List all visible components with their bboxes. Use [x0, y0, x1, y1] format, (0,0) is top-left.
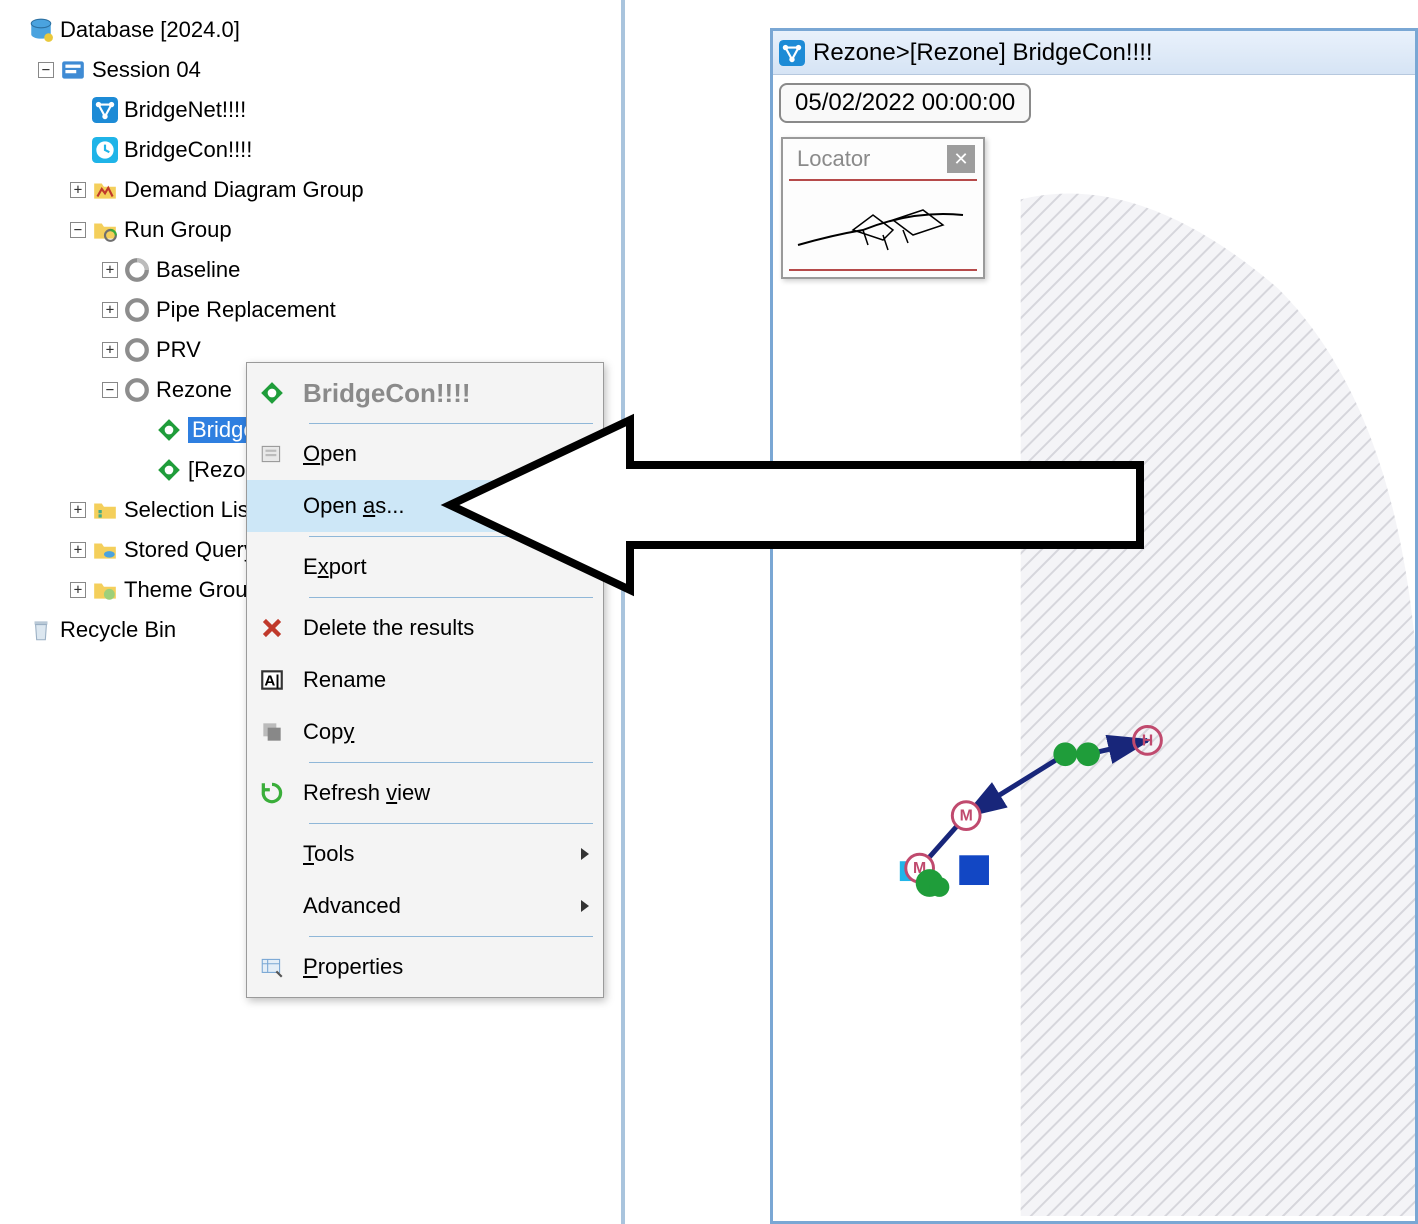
expander-expand[interactable]: +: [102, 302, 118, 318]
menu-item-tools[interactable]: Tools: [247, 828, 603, 880]
menu-item-refresh-view[interactable]: Refresh view: [247, 767, 603, 819]
context-menu-header: BridgeCon!!!!: [247, 367, 603, 419]
tree-label: BridgeNet!!!!: [124, 97, 246, 123]
tree-label: Recycle Bin: [60, 617, 176, 643]
expander-expand[interactable]: +: [70, 582, 86, 598]
menu-label: Refresh view: [303, 780, 603, 806]
run-icon: [124, 377, 150, 403]
menu-item-copy[interactable]: Copy: [247, 706, 603, 758]
run-icon: [124, 337, 150, 363]
expander-expand[interactable]: +: [70, 182, 86, 198]
tree-label: Baseline: [156, 257, 240, 283]
session-icon: [60, 57, 86, 83]
expander-collapse[interactable]: −: [70, 222, 86, 238]
sim-icon: [156, 457, 182, 483]
svg-text:H: H: [1142, 732, 1153, 749]
folder-demand-icon: [92, 177, 118, 203]
tree-label: Database [2024.0]: [60, 17, 240, 43]
expander-expand[interactable]: +: [70, 502, 86, 518]
menu-item-open-as[interactable]: Open as...: [247, 480, 603, 532]
network-icon: [92, 97, 118, 123]
tree-label: Rezone: [156, 377, 232, 403]
menu-separator: [309, 823, 593, 824]
menu-item-delete-results[interactable]: Delete the results: [247, 602, 603, 654]
rename-icon: A|: [259, 667, 285, 693]
tree-label: Demand Diagram Group: [124, 177, 364, 203]
copy-icon: [259, 719, 285, 745]
menu-label: Properties: [303, 954, 603, 980]
tree-node-bridgenet[interactable]: BridgeNet!!!!: [6, 90, 621, 130]
tree-node-session[interactable]: − Session 04: [6, 50, 621, 90]
expander-blank: [6, 22, 22, 38]
menu-label: Tools: [303, 841, 603, 867]
run-icon: [124, 257, 150, 283]
expander-collapse[interactable]: −: [38, 62, 54, 78]
run-icon: [124, 297, 150, 323]
tree-label: BridgeCon!!!!: [124, 137, 252, 163]
expander-collapse[interactable]: −: [102, 382, 118, 398]
menu-item-rename[interactable]: A| Rename: [247, 654, 603, 706]
menu-separator: [309, 762, 593, 763]
tree-node-demand-group[interactable]: + Demand Diagram Group: [6, 170, 621, 210]
context-menu[interactable]: BridgeCon!!!! Open Open as... Export Del…: [246, 362, 604, 998]
menu-label: Advanced: [303, 893, 603, 919]
menu-label: Copy: [303, 719, 603, 745]
delete-icon: [259, 615, 285, 641]
menu-separator: [309, 597, 593, 598]
open-icon: [259, 441, 285, 467]
tree-label: Selection List: [124, 497, 255, 523]
svg-text:A|: A|: [264, 672, 279, 689]
folder-list-icon: [92, 497, 118, 523]
tree-label: Run Group: [124, 217, 232, 243]
menu-label: Rename: [303, 667, 603, 693]
tree-node-pipe-replacement[interactable]: + Pipe Replacement: [6, 290, 621, 330]
menu-label: Open as...: [303, 493, 603, 519]
context-menu-title: BridgeCon!!!!: [303, 378, 603, 409]
map-window: Rezone>[Rezone] BridgeCon!!!! 05/02/2022…: [770, 28, 1418, 1224]
menu-item-advanced[interactable]: Advanced: [247, 880, 603, 932]
tree-label: Stored Query: [124, 537, 255, 563]
tree-label: PRV: [156, 337, 201, 363]
tree-node-bridgecon[interactable]: BridgeCon!!!!: [6, 130, 621, 170]
submenu-arrow-icon: [581, 848, 589, 860]
tree-node-baseline[interactable]: + Baseline: [6, 250, 621, 290]
menu-separator: [309, 423, 593, 424]
menu-label: Open: [303, 441, 603, 467]
clock-icon: [92, 137, 118, 163]
expander-expand[interactable]: +: [102, 342, 118, 358]
properties-icon: [259, 954, 285, 980]
expander-expand[interactable]: +: [102, 262, 118, 278]
database-icon: [28, 17, 54, 43]
menu-item-properties[interactable]: Properties: [247, 941, 603, 993]
folder-query-icon: [92, 537, 118, 563]
menu-separator: [309, 536, 593, 537]
svg-text:M: M: [960, 808, 973, 825]
refresh-icon: [259, 780, 285, 806]
recycle-bin-icon: [28, 617, 54, 643]
sim-icon: [259, 380, 285, 406]
menu-separator: [309, 936, 593, 937]
folder-theme-icon: [92, 577, 118, 603]
folder-run-icon: [92, 217, 118, 243]
menu-label: Export: [303, 554, 603, 580]
tree-label: Session 04: [92, 57, 201, 83]
menu-label: Delete the results: [303, 615, 603, 641]
tree-label: Pipe Replacement: [156, 297, 336, 323]
expander-expand[interactable]: +: [70, 542, 86, 558]
menu-item-open[interactable]: Open: [247, 428, 603, 480]
map-canvas[interactable]: HMM: [773, 31, 1415, 1216]
sim-icon: [156, 417, 182, 443]
submenu-arrow-icon: [581, 900, 589, 912]
tree-node-run-group[interactable]: − Run Group: [6, 210, 621, 250]
tree-node-database[interactable]: Database [2024.0]: [6, 10, 621, 50]
menu-item-export[interactable]: Export: [247, 541, 603, 593]
tree-label: Theme Group: [124, 577, 260, 603]
